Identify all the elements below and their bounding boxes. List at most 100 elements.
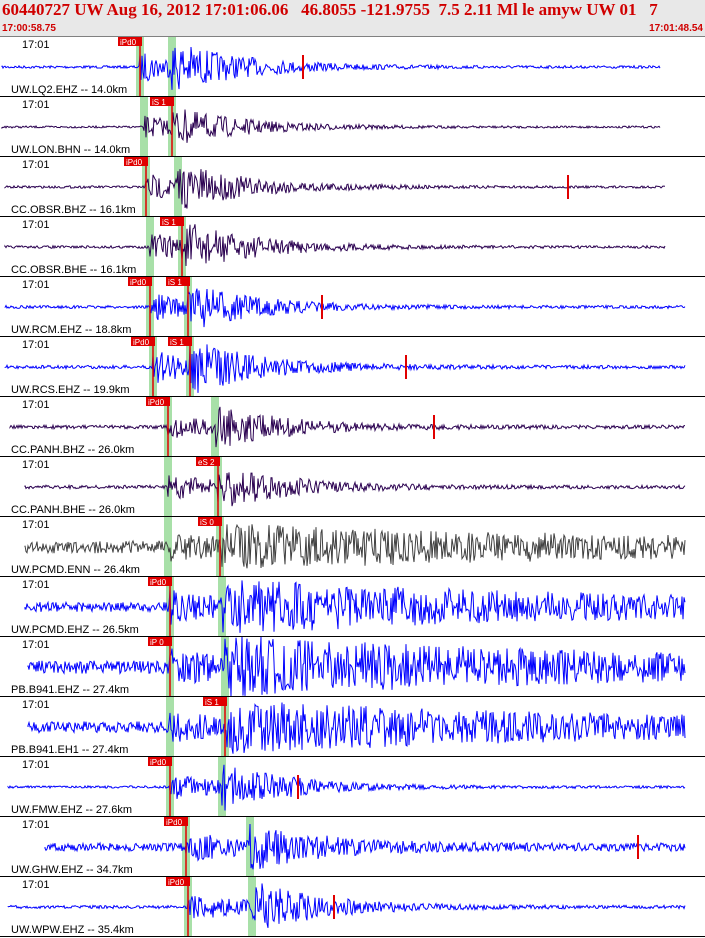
s-window — [218, 757, 226, 816]
trace-time-label: 17:01 — [22, 759, 50, 771]
waveform-trace — [4, 224, 666, 267]
trace-panel[interactable]: iP 0 17:01 PB.B941.EHZ -- 27.4km — [0, 637, 705, 697]
pick-label: iPd0 — [120, 38, 137, 47]
pick-marker: iPd0 — [128, 277, 152, 336]
waveform-trace — [27, 637, 686, 696]
s-window — [174, 157, 182, 216]
trace-time-label: 17:01 — [22, 159, 50, 171]
pick-marker: iPd0 — [166, 877, 190, 936]
s-window — [246, 817, 254, 876]
waveform-trace — [24, 580, 686, 633]
s-window — [248, 877, 256, 936]
station-label: UW.WPW.EHZ -- 35.4km — [11, 924, 134, 936]
pick-label: iS 0 — [200, 518, 214, 527]
pick-label: iPd0 — [126, 158, 143, 167]
waveform-plot[interactable]: iPd0 — [0, 577, 705, 637]
trace-panel[interactable]: iPd0 17:01 UW.WPW.EHZ -- 35.4km — [0, 877, 705, 937]
pick-label: iS 1 — [168, 278, 182, 287]
trace-panel[interactable]: iS 1 17:01 UW.LON.BHN -- 14.0km — [0, 97, 705, 157]
station-label: PB.B941.EH1 -- 27.4km — [11, 744, 129, 756]
pick-marker: iS 1 — [150, 97, 174, 156]
trace-panel[interactable]: iPd0 17:01 UW.GHW.EHZ -- 34.7km — [0, 817, 705, 877]
trace-time-label: 17:01 — [22, 219, 50, 231]
waveform-plot[interactable]: iP 0 — [0, 637, 705, 697]
pick-marker: iPd0 — [146, 397, 170, 456]
pick-marker: iPd0 — [118, 37, 142, 96]
event-title: 60440727 UW Aug 16, 2012 17:01:06.06 46.… — [2, 0, 658, 19]
waveform-plot[interactable]: iPd0 iS 1 — [0, 337, 705, 397]
pick-marker: eS 2 — [196, 457, 220, 516]
station-label: UW.FMW.EHZ -- 27.6km — [11, 804, 132, 816]
pick-label: iP 0 — [150, 638, 164, 647]
trace-time-label: 17:01 — [22, 459, 50, 471]
waveform-trace — [4, 288, 686, 328]
trace-time-label: 17:01 — [22, 879, 50, 891]
waveform-trace — [7, 764, 686, 811]
station-label: UW.RCS.EHZ -- 19.9km — [11, 384, 130, 396]
station-label: PB.B941.EHZ -- 27.4km — [11, 684, 129, 696]
trace-time-label: 17:01 — [22, 399, 50, 411]
waveform-plot[interactable]: iPd0 — [0, 817, 705, 877]
trace-time-label: 17:01 — [22, 639, 50, 651]
waveform-plot[interactable]: iS 0 — [0, 517, 705, 577]
pick-label: iPd0 — [150, 758, 167, 767]
trace-panel[interactable]: iPd0 17:01 CC.OBSR.BHZ -- 16.1km — [0, 157, 705, 217]
pick-marker: iPd0 — [148, 757, 172, 816]
trace-panel[interactable]: iPd0 17:01 CC.PANH.BHZ -- 26.0km — [0, 397, 705, 457]
waveform-trace — [1, 46, 661, 90]
waveform-plot[interactable]: iPd0 — [0, 877, 705, 937]
pick-label: iPd0 — [148, 398, 165, 407]
trace-panel[interactable]: eS 2 17:01 CC.PANH.BHE -- 26.0km — [0, 457, 705, 517]
waveform-trace — [7, 883, 686, 929]
pick-label: iPd0 — [133, 338, 150, 347]
trace-panel[interactable]: iPd0 17:01 UW.PCMD.EHZ -- 26.5km — [0, 577, 705, 637]
start-time: 17:00:58.75 — [2, 23, 56, 34]
station-label: UW.LON.BHN -- 14.0km — [11, 144, 131, 156]
end-time: 17:01:48.54 — [649, 23, 703, 34]
waveform-plot[interactable]: iS 1 — [0, 217, 705, 277]
waveform-plot[interactable]: iPd0 iS 1 — [0, 277, 705, 337]
pick-marker: iS 1 — [203, 697, 227, 756]
waveform-plot[interactable]: iPd0 — [0, 397, 705, 457]
waveform-plot[interactable]: iS 1 — [0, 697, 705, 757]
event-header: 60440727 UW Aug 16, 2012 17:01:06.06 46.… — [0, 0, 705, 37]
pick-label: iS 1 — [205, 698, 219, 707]
pick-label: iPd0 — [166, 818, 183, 827]
trace-time-label: 17:01 — [22, 39, 50, 51]
trace-time-label: 17:01 — [22, 279, 50, 291]
trace-panel[interactable]: iS 1 17:01 CC.OBSR.BHE -- 16.1km — [0, 217, 705, 277]
waveform-plot[interactable]: iPd0 — [0, 157, 705, 217]
waveform-plot[interactable]: iS 1 — [0, 97, 705, 157]
trace-panel[interactable]: iPd0 17:01 UW.LQ2.EHZ -- 14.0km — [0, 37, 705, 97]
pick-label: eS 2 — [198, 458, 215, 467]
waveform-trace — [44, 823, 686, 870]
pick-label: iS 1 — [170, 338, 184, 347]
station-label: CC.OBSR.BHZ -- 16.1km — [11, 204, 136, 216]
pick-marker: iPd0 — [124, 157, 148, 216]
p-window — [146, 217, 154, 276]
pick-marker: iPd0 — [131, 337, 155, 396]
station-label: CC.OBSR.BHE -- 16.1km — [11, 264, 137, 276]
seismogram-panels[interactable]: iPd0 17:01 UW.LQ2.EHZ -- 14.0km iS 1 17:01 UW… — [0, 37, 705, 938]
trace-panel[interactable]: iS 0 17:01 UW.PCMD.ENN -- 26.4km — [0, 517, 705, 577]
station-label: CC.PANH.BHZ -- 26.0km — [11, 444, 135, 456]
waveform-plot[interactable]: iPd0 — [0, 37, 705, 97]
s-window — [221, 637, 229, 696]
p-window — [166, 697, 174, 756]
waveform-trace — [4, 169, 666, 209]
pick-marker: iS 1 — [168, 337, 192, 396]
pick-label: iPd0 — [168, 878, 185, 887]
waveform-plot[interactable]: eS 2 — [0, 457, 705, 517]
trace-panel[interactable]: iPd0 iS 1 17:01 UW.RCS.EHZ -- 19.9km — [0, 337, 705, 397]
trace-panel[interactable]: iPd0 iS 1 17:01 UW.RCM.EHZ -- 18.8km — [0, 277, 705, 337]
trace-time-label: 17:01 — [22, 579, 50, 591]
s-window — [168, 37, 176, 96]
pick-marker: iPd0 — [148, 577, 172, 636]
trace-time-label: 17:01 — [22, 819, 50, 831]
trace-panel[interactable]: iPd0 17:01 UW.FMW.EHZ -- 27.6km — [0, 757, 705, 817]
trace-panel[interactable]: iS 1 17:01 PB.B941.EH1 -- 27.4km — [0, 697, 705, 757]
station-label: CC.PANH.BHE -- 26.0km — [11, 504, 135, 516]
station-label: UW.PCMD.EHZ -- 26.5km — [11, 624, 139, 636]
waveform-trace — [24, 523, 686, 569]
waveform-plot[interactable]: iPd0 — [0, 757, 705, 817]
